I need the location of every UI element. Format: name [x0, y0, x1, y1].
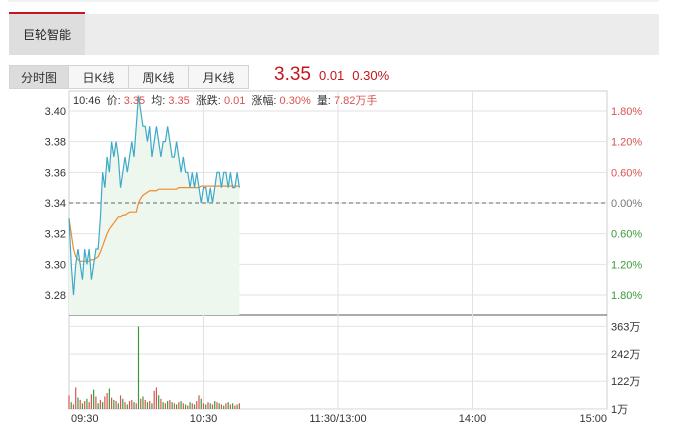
time-tick-label: 09:30 [71, 413, 99, 425]
info-price-label: 价: [107, 94, 121, 107]
volume-tick-label: 122万 [611, 376, 640, 388]
chart-tabs: 分时图 日K线 周K线 月K线 [9, 65, 249, 89]
percent-tick-label: 1.20% [611, 259, 642, 271]
percent-tick-label: 0.00% [611, 198, 642, 210]
percent-axis: 1.80% 1.20% 0.60% 0.00% 0.60% 1.20% 1.80… [611, 106, 642, 302]
percent-tick-label: 1.20% [611, 137, 642, 149]
price-line [68, 95, 240, 296]
percent-tick-label: 1.80% [611, 106, 642, 118]
price-tick-label: 3.40 [45, 106, 66, 118]
info-avg-label: 均: [151, 94, 165, 107]
tab-intraday[interactable]: 分时图 [9, 65, 69, 89]
price-tick-label: 3.36 [45, 167, 66, 179]
price-change-percent: 0.30% [352, 68, 390, 83]
quote-summary: 3.35 0.01 0.30% [274, 64, 389, 90]
info-volume-label: 量: [317, 94, 331, 107]
volume-bars [68, 326, 240, 409]
intraday-chart-svg[interactable]: 10:46 价: 3.35 均: 3.35 涨跌: 0.01 涨幅: 0.30%… [9, 90, 659, 426]
info-change-label: 涨跌: [196, 93, 221, 107]
stock-name-tab[interactable]: 巨轮智能 [9, 12, 85, 55]
time-axis: 09:30 10:30 11:30/13:00 14:00 15:00 [71, 413, 607, 425]
info-time: 10:46 [73, 95, 101, 107]
percent-tick-label: 1.80% [611, 290, 642, 302]
info-pct: 0.30% [280, 95, 311, 107]
volume-axis: 363万 242万 122万 1万 [611, 321, 640, 415]
top-divider [8, 0, 659, 2]
info-avg: 3.35 [168, 95, 189, 107]
volume-tick-label: 242万 [611, 349, 640, 361]
price-change: 0.01 [318, 68, 345, 83]
price-axis: 3.40 3.38 3.36 3.34 3.32 3.30 3.28 [45, 106, 66, 302]
tab-monthly-k[interactable]: 月K线 [189, 65, 249, 89]
current-price: 3.35 [274, 64, 311, 85]
tab-daily-k[interactable]: 日K线 [69, 65, 129, 89]
price-tick-label: 3.28 [45, 290, 66, 302]
time-tick-label: 15:00 [579, 413, 607, 425]
info-volume: 7.82万手 [334, 93, 377, 107]
time-tick-label: 11:30/13:00 [309, 413, 366, 425]
time-tick-label: 10:30 [190, 413, 218, 425]
time-tick-label: 14:00 [459, 413, 487, 425]
percent-tick-label: 0.60% [611, 229, 642, 241]
volume-tick-label: 1万 [611, 404, 628, 416]
stock-name: 巨轮智能 [22, 28, 71, 42]
intraday-chart[interactable]: 10:46 价: 3.35 均: 3.35 涨跌: 0.01 涨幅: 0.30%… [9, 90, 659, 426]
percent-tick-label: 0.60% [611, 167, 642, 179]
price-fill-area [69, 95, 240, 315]
price-tick-label: 3.34 [45, 198, 66, 210]
info-pct-label: 涨幅: [251, 94, 276, 107]
tab-weekly-k[interactable]: 周K线 [129, 65, 189, 89]
price-tick-label: 3.38 [45, 137, 66, 149]
price-tick-label: 3.30 [45, 259, 66, 271]
average-price-line [68, 185, 240, 262]
title-bar [85, 14, 659, 55]
volume-tick-label: 363万 [611, 321, 640, 333]
info-bar: 10:46 价: 3.35 均: 3.35 涨跌: 0.01 涨幅: 0.30%… [73, 93, 377, 107]
info-price: 3.35 [124, 95, 145, 107]
info-change: 0.01 [224, 95, 245, 107]
price-tick-label: 3.32 [45, 229, 66, 241]
